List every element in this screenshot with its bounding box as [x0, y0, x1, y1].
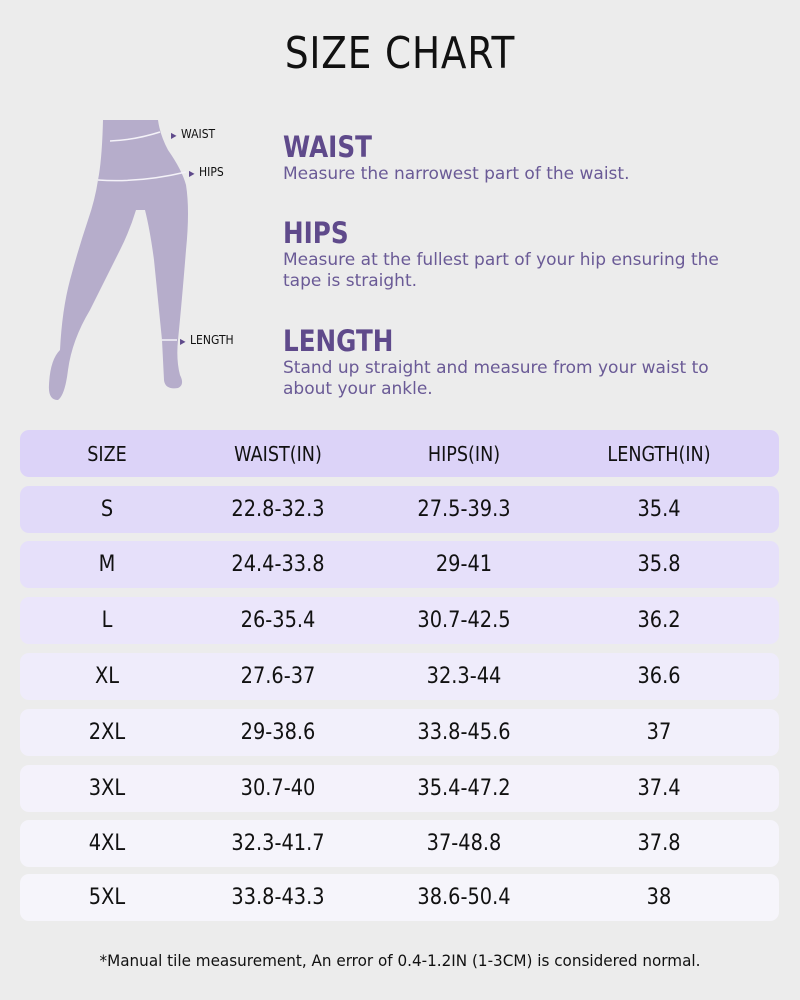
table-cell: 36.6 — [637, 664, 681, 689]
table-cell: XL — [94, 664, 120, 689]
section-text: Measure at the fullest part of your hip … — [283, 250, 719, 291]
table-cell: 27.6-37 — [240, 664, 316, 689]
section-heading: WAIST — [283, 130, 372, 164]
waist-section: WAIST Measure the narrowest part of the … — [283, 130, 753, 185]
leggings-figure: ▶ WAIST ▶ HIPS ▶ LENGTH — [40, 110, 260, 410]
table-cell: 36.2 — [637, 608, 681, 633]
table-cell: 37-48.8 — [426, 831, 502, 856]
table-cell: 26-35.4 — [240, 608, 316, 633]
table-cell: 29-41 — [435, 552, 493, 577]
table-cell: 33.8-45.6 — [417, 720, 511, 745]
figure-label-waist: ▶ WAIST — [171, 127, 215, 141]
table-cell: 32.3-41.7 — [231, 831, 325, 856]
table-cell: 30.7-40 — [240, 776, 316, 801]
table-row: 3XL 30.7-40 35.4-47.2 37.4 — [20, 765, 779, 812]
table-cell: 35.8 — [637, 552, 681, 577]
table-cell: 37.4 — [637, 776, 681, 801]
table-cell: 37 — [646, 720, 672, 745]
table-row: S 22.8-32.3 27.5-39.3 35.4 — [20, 486, 779, 533]
column-header: SIZE — [87, 441, 127, 466]
table-row: XL 27.6-37 32.3-44 36.6 — [20, 653, 779, 700]
section-text: Stand up straight and measure from your … — [283, 358, 709, 399]
table-cell: 33.8-43.3 — [231, 885, 325, 910]
table-row: L 26-35.4 30.7-42.5 36.2 — [20, 597, 779, 644]
figure-label-length: ▶ LENGTH — [180, 333, 234, 347]
table-cell: 22.8-32.3 — [231, 497, 325, 522]
table-cell: 35.4 — [637, 497, 681, 522]
table-cell: 30.7-42.5 — [417, 608, 511, 633]
table-cell: 5XL — [88, 885, 126, 910]
table-row: M 24.4-33.8 29-41 35.8 — [20, 541, 779, 588]
table-cell: 27.5-39.3 — [417, 497, 511, 522]
table-cell: 29-38.6 — [240, 720, 316, 745]
figure-label-hips: ▶ HIPS — [189, 165, 224, 179]
table-cell: 3XL — [88, 776, 126, 801]
table-row: 5XL 33.8-43.3 38.6-50.4 38 — [20, 874, 779, 921]
table-cell: 4XL — [88, 831, 126, 856]
section-heading: LENGTH — [283, 324, 394, 358]
column-header: LENGTH(IN) — [607, 441, 711, 466]
table-cell: 2XL — [88, 720, 126, 745]
column-header: WAIST(IN) — [234, 441, 322, 466]
table-cell: 35.4-47.2 — [417, 776, 511, 801]
table-cell: 24.4-33.8 — [231, 552, 325, 577]
arrow-icon: ▶ — [171, 131, 177, 140]
hips-section: HIPS Measure at the fullest part of your… — [283, 216, 753, 292]
table-row: 2XL 29-38.6 33.8-45.6 37 — [20, 709, 779, 756]
length-section: LENGTH Stand up straight and measure fro… — [283, 324, 753, 400]
length-label: LENGTH — [190, 333, 234, 347]
hips-label: HIPS — [199, 165, 224, 179]
table-cell: 38 — [646, 885, 672, 910]
waist-label: WAIST — [181, 127, 216, 141]
table-cell: 32.3-44 — [426, 664, 502, 689]
arrow-icon: ▶ — [180, 337, 186, 346]
table-row: 4XL 32.3-41.7 37-48.8 37.8 — [20, 820, 779, 867]
section-text: Measure the narrowest part of the waist. — [283, 164, 630, 184]
column-header: HIPS(IN) — [427, 441, 501, 466]
page-title: SIZE CHART — [284, 28, 516, 79]
leggings-silhouette-icon — [48, 120, 189, 400]
table-cell: 38.6-50.4 — [417, 885, 511, 910]
arrow-icon: ▶ — [189, 169, 195, 178]
table-header-row: SIZE WAIST(IN) HIPS(IN) LENGTH(IN) — [20, 430, 779, 477]
footnote: *Manual tile measurement, An error of 0.… — [99, 951, 701, 970]
table-cell: M — [98, 552, 116, 577]
section-heading: HIPS — [283, 216, 349, 250]
table-cell: 37.8 — [637, 831, 681, 856]
table-cell: S — [100, 497, 114, 522]
table-cell: L — [101, 608, 113, 633]
